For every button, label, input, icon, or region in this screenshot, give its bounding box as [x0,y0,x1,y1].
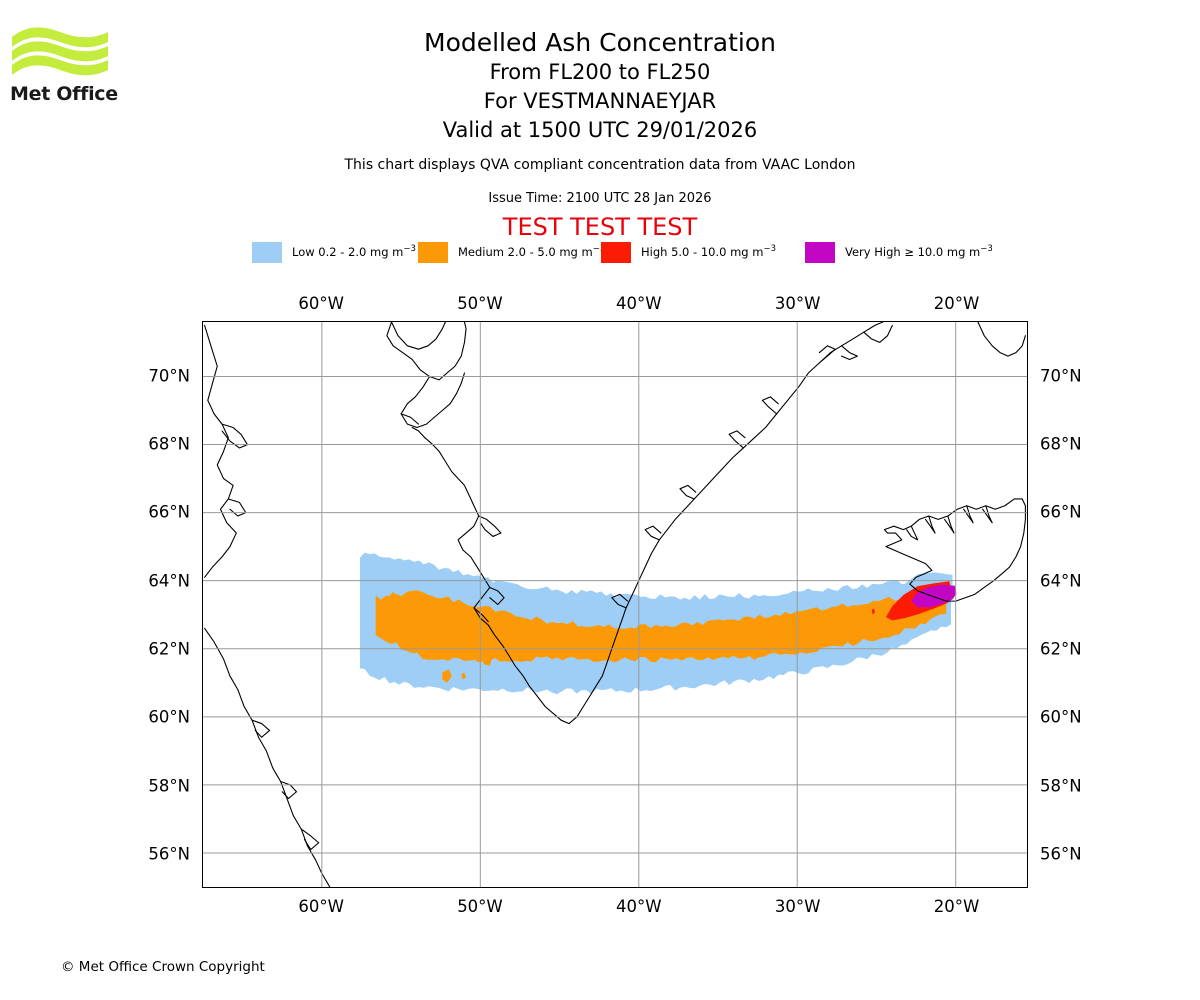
ash-area-medium-hook [388,591,430,653]
lon-tick-label-top: 60°W [298,294,344,313]
met-office-wordmark: Met Office [10,83,118,105]
legend-high: High 5.0 - 10.0 mg m−3 [601,240,776,264]
volcano-name-line: For VESTMANNAEYJAR [483,89,717,113]
coastline-path [728,430,746,449]
coastline-path [390,322,446,350]
lon-tick-label-top: 30°W [774,294,821,313]
coastline-path [982,505,993,524]
coastline-path [679,484,697,500]
ash-concentration-layers [359,552,957,695]
ash-area-medium-blob-c [461,672,467,680]
coastline-layer [204,322,1026,887]
coastline-path [227,498,247,517]
coastline-path [489,586,505,606]
lat-tick-label-right: 58°N [1040,776,1082,796]
lat-tick-label-left: 64°N [148,571,190,591]
coastline-path [977,322,1026,357]
lat-tick-label-left: 60°N [148,707,190,727]
coastline-path [568,322,884,725]
page-title: Modelled Ash Concentration [424,28,776,57]
coastline-path [478,515,502,537]
legend-low: Low 0.2 - 2.0 mg m−3 [252,240,416,264]
flight-level-line: From FL200 to FL250 [489,60,711,84]
legend-very-high: Very High ≥ 10.0 mg m−3 [805,240,993,264]
legend-very-high-swatch [805,241,835,263]
legend-very-high-label: Very High ≥ 10.0 mg m−3 [845,244,993,259]
concentration-legend: Low 0.2 - 2.0 mg m−3 Medium 2.0 - 5.0 mg … [0,240,1200,264]
coastline-path [280,780,298,800]
legend-low-swatch [252,241,282,263]
lon-tick-label-bottom: 20°W [933,897,980,916]
legend-high-swatch [601,241,631,263]
coastline-path [924,515,936,534]
legend-medium-swatch [418,241,448,263]
met-office-waves-icon [12,27,108,76]
lon-tick-label-bottom: 50°W [457,897,503,916]
lon-tick-label-top: 20°W [933,294,980,313]
coastline-path [386,322,467,381]
test-banner: TEST TEST TEST [502,213,698,241]
ash-area-medium [375,590,947,663]
lat-tick-label-right: 60°N [1040,707,1082,727]
lat-tick-label-left: 56°N [148,844,190,864]
coastline-path [841,345,858,361]
coastline-path [204,324,237,578]
lon-tick-label-top: 40°W [616,294,662,313]
coastline-path [906,525,919,541]
ash-area-high-speck [871,608,875,615]
ash-area-medium-blob-a [481,648,493,666]
lat-tick-label-right: 70°N [1040,366,1082,386]
lat-tick-label-left: 58°N [148,776,190,796]
coastline-path [300,828,320,851]
lat-tick-label-right: 56°N [1040,844,1082,864]
coastline-path [944,515,955,534]
lat-tick-label-right: 66°N [1040,502,1082,522]
coastline-path [761,396,779,415]
coastline-path [204,627,331,887]
copyright-text: © Met Office Crown Copyright [61,959,265,975]
lat-tick-label-left: 66°N [148,502,190,522]
coastline-path [818,345,836,364]
ash-area-very-high [911,584,957,608]
ash-area-medium-blob-b [442,669,452,683]
lon-tick-label-bottom: 40°W [616,897,662,916]
lon-tick-label-bottom: 30°W [774,897,821,916]
lat-tick-label-left: 68°N [148,434,190,454]
lat-tick-label-left: 70°N [148,366,190,386]
lat-tick-label-right: 64°N [1040,571,1082,591]
coastline-path [473,607,489,623]
legend-medium: Medium 2.0 - 5.0 mg m−3 [418,240,605,264]
coastline-path [251,719,271,738]
lat-tick-label-right: 68°N [1040,434,1082,454]
coastline-path [424,437,570,725]
valid-time-line: Valid at 1500 UTC 29/01/2026 [442,118,758,142]
chart-subtitle: This chart displays QVA compliant concen… [344,157,856,173]
legend-high-label: High 5.0 - 10.0 mg m−3 [641,244,776,259]
map-canvas [203,322,1027,887]
coastline-path [411,426,426,439]
coastline-path [963,505,974,524]
legend-medium-label: Medium 2.0 - 5.0 mg m−3 [458,244,606,259]
coastline-path [863,324,893,343]
gridline-layer [203,322,1027,887]
legend-low-label: Low 0.2 - 2.0 mg m−3 [292,244,416,259]
lat-tick-label-left: 62°N [148,639,190,659]
lon-tick-label-top: 50°W [457,294,503,313]
issue-time-text: Issue Time: 2100 UTC 28 Jan 2026 [488,191,712,206]
coastline-path [644,525,662,541]
coastline-path [400,372,466,429]
chart-title-block: Modelled Ash Concentration From FL200 to… [0,28,1200,145]
lon-tick-label-bottom: 60°W [298,897,344,916]
coastline-path [400,413,420,425]
map-plot-area [202,321,1028,888]
coastline-path [611,593,629,609]
lat-tick-label-right: 62°N [1040,639,1082,659]
met-office-logo: Met Office [10,25,130,115]
